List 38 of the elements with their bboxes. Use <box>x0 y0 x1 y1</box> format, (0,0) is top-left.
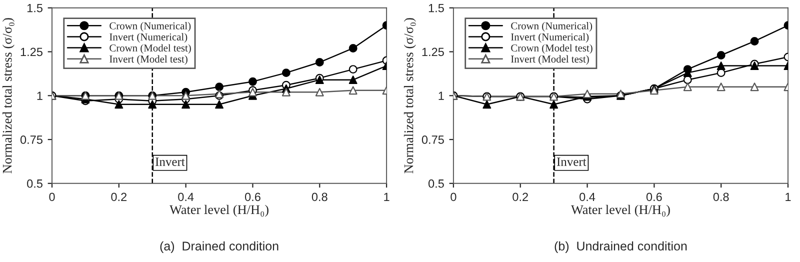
y-tick-label: 1.5 <box>428 4 444 12</box>
legend-label: Crown (Model test) <box>110 44 191 54</box>
text: (a) Drained condition <box>160 241 278 253</box>
y-tick-label: 1.5 <box>27 4 42 12</box>
y-tick-label: 1 <box>438 92 444 100</box>
legend-label: Invert (Model test) <box>110 55 188 65</box>
x-tick-label: 0.6 <box>244 192 260 202</box>
legend-label: Crown (Model test) <box>511 44 592 54</box>
y-tick-label: 0.75 <box>20 136 42 144</box>
x-tick-label: 0.6 <box>646 192 662 202</box>
y-tick-label: 1.25 <box>20 48 42 56</box>
legend-label: Crown (Numerical) <box>110 22 191 32</box>
x-axis-title: Water level (H/H₀) <box>570 204 670 217</box>
y-axis-title: Normalized total stress (σ/σ₀) <box>2 18 14 174</box>
y-tick-label: 0.5 <box>27 179 42 188</box>
y-tick-label: 1 <box>37 92 42 100</box>
y-axis-title: Normalized total stress (σ/σ₀) <box>404 18 416 174</box>
legend-label: Invert (Numerical) <box>511 33 589 43</box>
y-tick-label: 0.75 <box>422 136 444 144</box>
x-tick-label: 0 <box>450 192 456 202</box>
y-tick-label: 0.5 <box>428 179 444 188</box>
ref-line-label: Invert <box>556 158 586 166</box>
x-tick-label: 0.4 <box>580 192 596 202</box>
text: (b) Undrained condition <box>554 241 687 253</box>
x-tick-label: 1 <box>384 192 390 201</box>
x-tick-label: 0.2 <box>111 192 127 202</box>
x-tick-label: 0 <box>49 192 55 202</box>
ref-line-label: Invert <box>155 158 185 166</box>
x-tick-label: 0.2 <box>512 192 528 202</box>
legend-label: Invert (Numerical) <box>110 33 188 43</box>
y-tick-label: 1.25 <box>422 48 444 56</box>
legend-label: Invert (Model test) <box>511 55 589 65</box>
x-tick-label: 0.8 <box>713 192 729 202</box>
legend-label: Crown (Numerical) <box>511 22 592 32</box>
x-tick-label: 1 <box>786 192 791 201</box>
x-tick-label: 0.8 <box>312 192 328 202</box>
x-axis-title: Water level (H/H₀) <box>170 204 268 217</box>
x-tick-label: 0.4 <box>178 192 194 202</box>
